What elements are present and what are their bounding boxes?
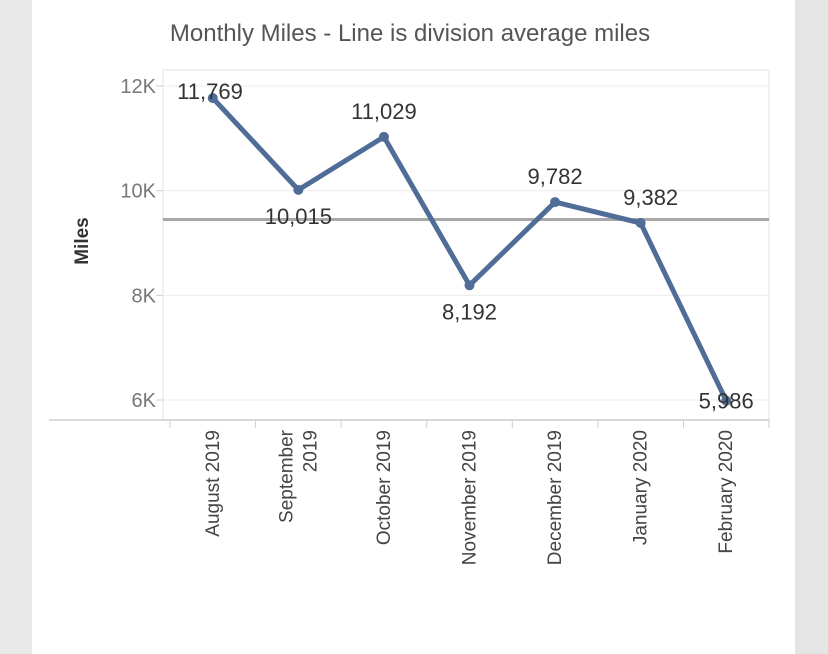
data-label: 11,029 xyxy=(351,99,417,124)
x-category-label: December 2019 xyxy=(545,430,566,565)
x-category-label-line: November 2019 xyxy=(460,430,481,565)
data-point xyxy=(464,280,475,291)
x-category-label: November 2019 xyxy=(460,430,481,565)
x-category-label: February 2020 xyxy=(716,430,737,554)
data-label: 10,015 xyxy=(265,204,332,229)
x-category-label: August 2019 xyxy=(203,430,224,537)
data-point xyxy=(635,218,646,229)
y-axis-label: Miles xyxy=(72,217,93,265)
data-label: 9,382 xyxy=(623,185,678,210)
data-point xyxy=(293,184,304,195)
y-tick-label: 8K xyxy=(132,285,157,307)
x-category-label-line: January 2020 xyxy=(631,430,652,545)
y-tick-label: 6K xyxy=(132,390,157,412)
plot-frame xyxy=(162,69,770,421)
x-category-label: January 2020 xyxy=(631,430,652,545)
chart-title: Monthly Miles - Line is division average… xyxy=(169,20,651,47)
data-label: 8,192 xyxy=(442,299,497,324)
x-category-label-line: 2019 xyxy=(300,430,321,472)
data-point xyxy=(721,395,732,406)
series-line xyxy=(210,95,729,404)
chart-card: Monthly Miles - Line is division average… xyxy=(32,0,795,654)
x-category-label-line: August 2019 xyxy=(203,430,224,537)
x-category-label-line: September xyxy=(276,429,297,523)
data-label: 11,769 xyxy=(177,79,243,104)
y-tick-label: 10K xyxy=(120,181,156,203)
data-label: 5,986 xyxy=(699,389,754,414)
x-category-label: October 2019 xyxy=(374,430,395,545)
x-category-label-line: December 2019 xyxy=(545,430,566,565)
right-panel-edge xyxy=(795,0,828,654)
data-point xyxy=(550,197,561,208)
x-category-label: September 2019 xyxy=(276,429,321,523)
y-tick-label: 12K xyxy=(120,76,156,98)
data-point xyxy=(207,93,218,104)
data-label: 9,782 xyxy=(528,164,583,189)
x-category-label-line: February 2020 xyxy=(716,430,737,554)
data-point xyxy=(378,131,389,142)
x-category-label-line: October 2019 xyxy=(374,430,395,545)
